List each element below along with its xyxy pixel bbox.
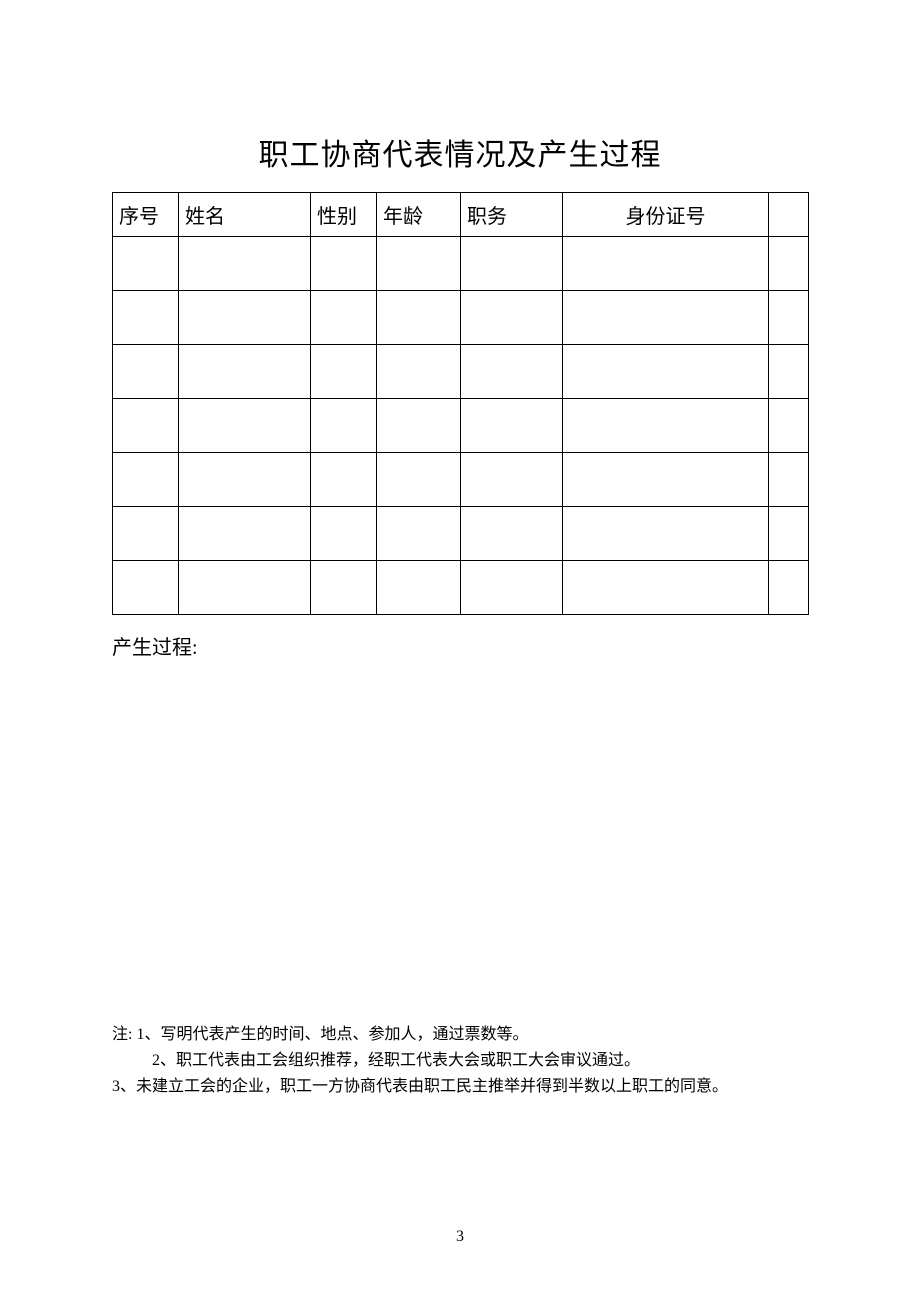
col-header-position: 职务 [461,193,563,237]
cell [563,453,769,507]
cell [179,345,311,399]
cell [769,291,809,345]
cell [377,561,461,615]
col-header-name: 姓名 [179,193,311,237]
table-body [113,237,809,615]
cell [179,507,311,561]
cell [769,237,809,291]
table-row [113,399,809,453]
cell [563,507,769,561]
cell [563,345,769,399]
table-header-row: 序号 姓名 性别 年龄 职务 身份证号 [113,193,809,237]
col-header-age: 年龄 [377,193,461,237]
cell [769,561,809,615]
cell [311,345,377,399]
cell [563,561,769,615]
col-header-extra [769,193,809,237]
cell [377,507,461,561]
cell [113,399,179,453]
cell [563,399,769,453]
cell [311,291,377,345]
cell [311,561,377,615]
cell [377,399,461,453]
page-number: 3 [0,1228,920,1246]
cell [461,507,563,561]
cell [113,291,179,345]
note-line-3: 3、未建立工会的企业，职工一方协商代表由职工民主推举并得到半数以上职工的同意。 [112,1074,808,1100]
cell [461,561,563,615]
cell [461,237,563,291]
notes-section: 注: 1、写明代表产生的时间、地点、参加人，通过票数等。 2、职工代表由工会组织… [112,1022,808,1100]
cell [377,237,461,291]
cell [461,453,563,507]
cell [113,237,179,291]
cell [377,453,461,507]
col-header-gender: 性别 [311,193,377,237]
cell [461,399,563,453]
cell [179,237,311,291]
cell [769,453,809,507]
cell [769,399,809,453]
table-row [113,291,809,345]
cell [461,345,563,399]
table-row [113,237,809,291]
note-line-2: 2、职工代表由工会组织推荐，经职工代表大会或职工大会审议通过。 [112,1048,808,1074]
cell [769,507,809,561]
cell [563,291,769,345]
cell [311,237,377,291]
cell [563,237,769,291]
page-title: 职工协商代表情况及产生过程 [112,130,808,174]
cell [377,291,461,345]
cell [179,453,311,507]
cell [113,507,179,561]
representatives-table: 序号 姓名 性别 年龄 职务 身份证号 [112,192,809,615]
col-header-index: 序号 [113,193,179,237]
cell [461,291,563,345]
process-label: 产生过程: [112,631,808,660]
cell [179,561,311,615]
table-row [113,345,809,399]
cell [769,345,809,399]
cell [311,453,377,507]
table-row [113,507,809,561]
cell [311,399,377,453]
cell [179,399,311,453]
document-page: 职工协商代表情况及产生过程 序号 姓名 性别 年龄 职务 身份证号 [0,0,920,660]
col-header-id: 身份证号 [563,193,769,237]
cell [311,507,377,561]
note-line-1: 注: 1、写明代表产生的时间、地点、参加人，通过票数等。 [112,1022,808,1048]
cell [113,345,179,399]
cell [113,453,179,507]
cell [179,291,311,345]
table-row [113,561,809,615]
cell [113,561,179,615]
cell [377,345,461,399]
table-row [113,453,809,507]
